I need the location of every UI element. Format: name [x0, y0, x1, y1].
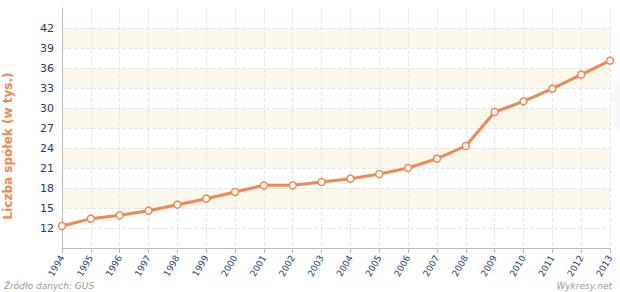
svg-text:42: 42	[40, 22, 54, 35]
svg-text:2013: 2013	[594, 253, 614, 278]
svg-text:1998: 1998	[162, 253, 182, 278]
svg-text:Liczba spółek (w tys.): Liczba spółek (w tys.)	[1, 73, 15, 220]
svg-text:1997: 1997	[133, 253, 153, 278]
svg-text:33: 33	[40, 82, 54, 95]
svg-text:27: 27	[40, 122, 54, 135]
svg-text:24: 24	[40, 142, 54, 155]
svg-text:2007: 2007	[421, 253, 441, 278]
svg-text:2003: 2003	[306, 253, 326, 278]
svg-text:2000: 2000	[219, 253, 239, 278]
svg-text:36: 36	[40, 62, 54, 75]
svg-text:2002: 2002	[277, 253, 297, 278]
svg-text:1995: 1995	[75, 253, 95, 278]
svg-text:18: 18	[40, 182, 54, 195]
svg-text:12: 12	[40, 222, 54, 235]
svg-text:2008: 2008	[450, 253, 470, 278]
svg-text:1994: 1994	[46, 253, 66, 278]
svg-text:2005: 2005	[363, 253, 383, 278]
svg-text:2011: 2011	[537, 253, 557, 278]
svg-text:30: 30	[40, 102, 54, 115]
svg-text:2009: 2009	[479, 253, 499, 278]
svg-text:1999: 1999	[190, 253, 210, 278]
svg-text:1996: 1996	[104, 253, 124, 278]
svg-text:2004: 2004	[335, 253, 355, 278]
svg-text:21: 21	[40, 162, 54, 175]
svg-text:2012: 2012	[565, 253, 585, 278]
svg-text:Wykresy.net: Wykresy.net	[556, 281, 612, 291]
svg-text:2001: 2001	[248, 253, 268, 278]
svg-text:Źródło danych: GUS: Źródło danych: GUS	[3, 280, 94, 291]
svg-text:2010: 2010	[508, 253, 528, 278]
svg-text:39: 39	[40, 42, 54, 55]
svg-text:15: 15	[40, 202, 54, 215]
svg-text:2006: 2006	[392, 253, 412, 278]
